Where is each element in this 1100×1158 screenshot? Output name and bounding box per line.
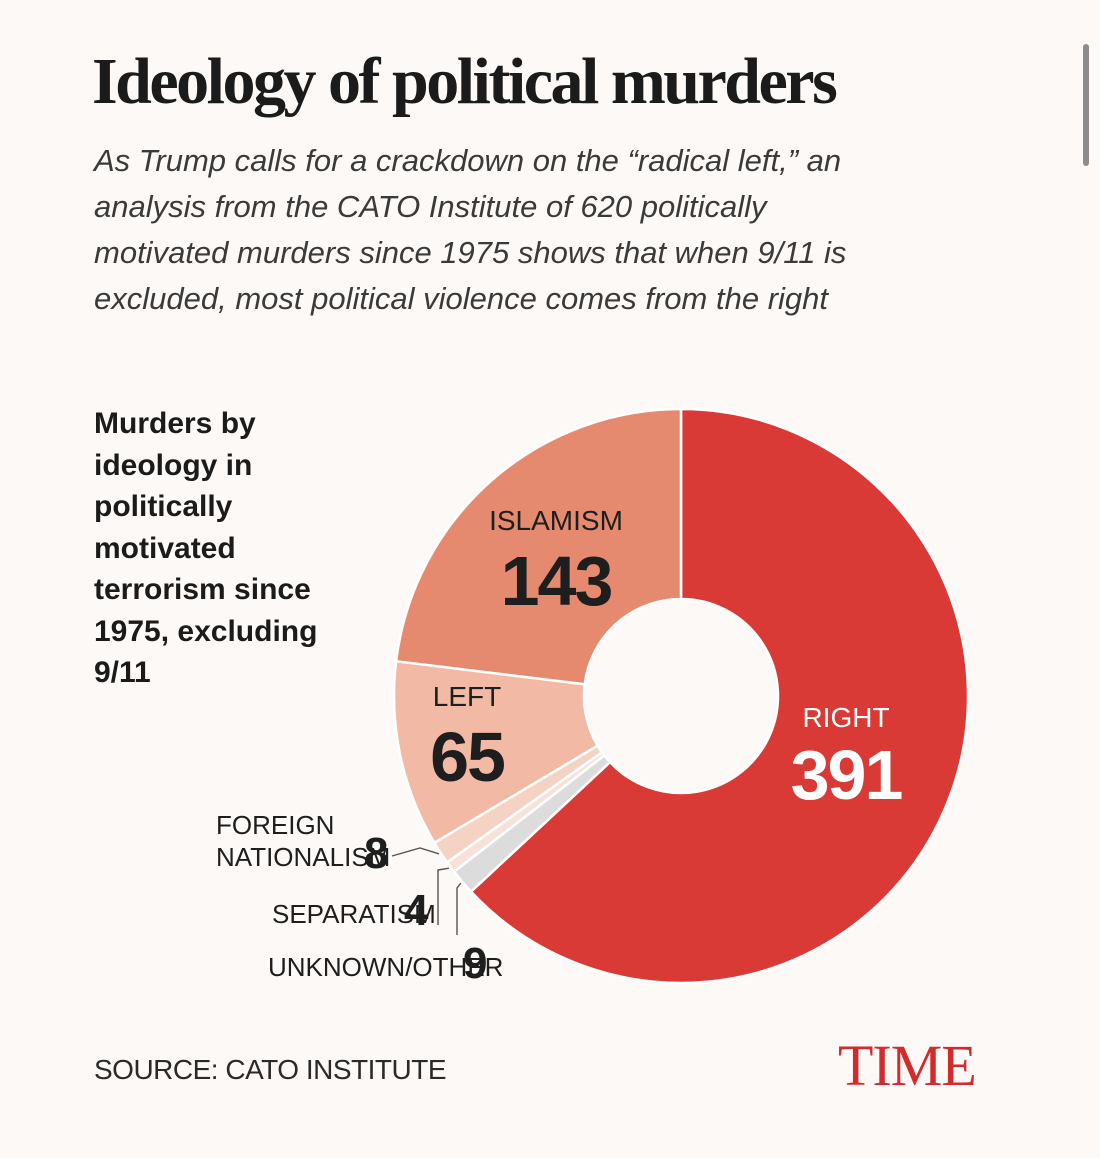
value-foreign-nationalism: 8 [364, 829, 388, 878]
donut-slices [392, 407, 970, 985]
label-left: LEFT [433, 681, 501, 712]
slice-left [392, 659, 600, 845]
value-unknown-other: 9 [463, 939, 487, 988]
chart-heading: Murders by ideology in politically motiv… [94, 407, 318, 689]
leader-unknown-other [456, 882, 462, 935]
label-right: RIGHT [802, 702, 889, 733]
value-separatism: 4 [404, 886, 429, 935]
scrollbar[interactable] [1083, 44, 1089, 166]
label-foreign-nationalism-line-2: NATIONALISM [216, 842, 390, 872]
source-note: SOURCE: CATO INSTITUTE [94, 1054, 447, 1085]
label-islamism: ISLAMISM [489, 505, 623, 536]
chart-subtitle: As Trump calls for a crackdown on the “r… [94, 143, 847, 316]
label-separatism: SEPARATISM [272, 899, 436, 929]
slice-right [469, 407, 970, 985]
time-logo: TIME [838, 1033, 977, 1098]
label-foreign-nationalism-line-1: FOREIGN [216, 810, 334, 840]
label-leaders [391, 847, 462, 935]
value-left: 65 [430, 718, 504, 796]
leader-foreign-nationalism [391, 847, 440, 857]
value-right: 391 [791, 736, 902, 814]
chart-title: Ideology of political murders [92, 45, 838, 118]
value-islamism: 143 [501, 542, 612, 620]
slice-islamism [394, 407, 683, 686]
leader-separatism [437, 867, 450, 925]
label-unknown-other: UNKNOWN/OTHER [268, 952, 503, 982]
